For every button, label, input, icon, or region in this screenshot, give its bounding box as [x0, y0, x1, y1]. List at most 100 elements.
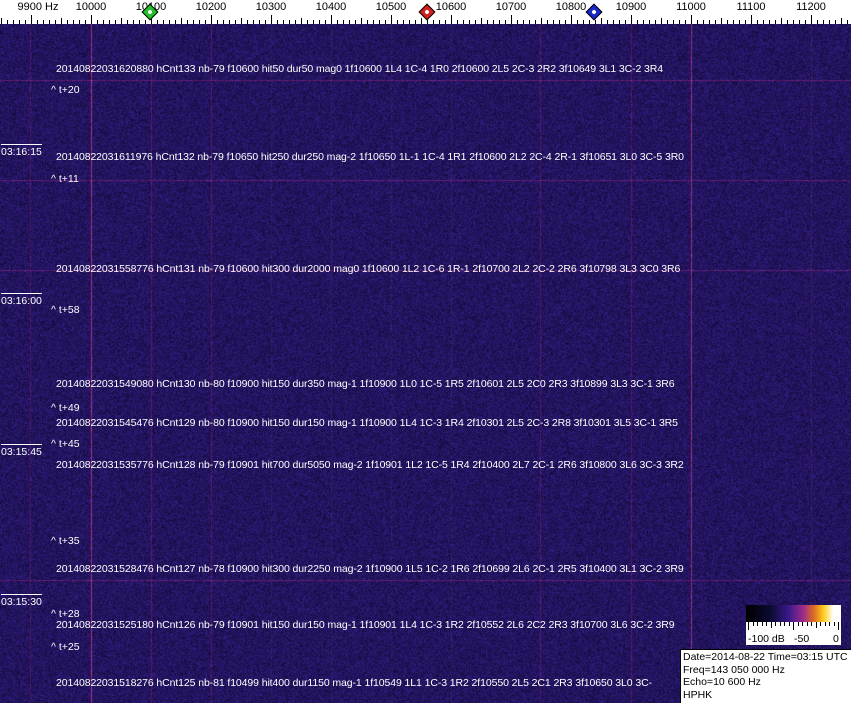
time-offset: ^ t+49	[51, 402, 80, 414]
color-scale-tick	[779, 622, 781, 626]
axis-tick	[157, 20, 158, 24]
event-line: 20140822031518276 hCnt125 nb-81 f10499 h…	[56, 677, 652, 689]
axis-tick-label: 10400	[315, 1, 347, 13]
axis-tick	[439, 20, 440, 24]
axis-tick	[649, 20, 650, 24]
axis-tick	[817, 20, 818, 24]
axis-tick	[823, 20, 824, 24]
axis-tick	[727, 20, 728, 24]
axis-tick	[445, 20, 446, 24]
axis-tick	[517, 20, 518, 24]
axis-tick	[331, 15, 332, 24]
color-scale-tick	[748, 622, 749, 630]
time-offset: ^ t+28	[51, 608, 80, 620]
axis-tick	[31, 15, 32, 24]
axis-tick	[397, 20, 398, 24]
axis-tick	[847, 20, 848, 24]
color-scale-tick	[829, 622, 830, 626]
color-scale-tick	[811, 622, 812, 626]
axis-tick	[133, 20, 134, 24]
color-scale-tick	[793, 622, 794, 630]
axis-tick	[241, 18, 242, 24]
axis-tick	[91, 15, 92, 24]
axis-tick	[247, 20, 248, 24]
axis-tick	[271, 15, 272, 24]
axis-tick	[589, 20, 590, 24]
axis-tick	[769, 20, 770, 24]
color-scale-tick	[770, 622, 772, 628]
axis-tick	[499, 20, 500, 24]
axis-tick	[751, 15, 752, 24]
axis-tick	[205, 20, 206, 24]
axis-tick	[121, 18, 122, 24]
color-scale-tick	[752, 622, 754, 626]
axis-tick-label: 10500	[375, 1, 407, 13]
axis-tick	[703, 20, 704, 24]
axis-tick	[289, 20, 290, 24]
axis-tick	[667, 20, 668, 24]
axis-tick	[643, 20, 644, 24]
axis-tick	[631, 15, 632, 24]
blue-marker-icon[interactable]	[585, 3, 603, 21]
color-scale-tick	[815, 622, 817, 628]
axis-tick	[463, 20, 464, 24]
axis-tick	[349, 20, 350, 24]
axis-tick	[379, 20, 380, 24]
axis-tick	[505, 20, 506, 24]
axis-tick	[259, 20, 260, 24]
axis-tick	[277, 20, 278, 24]
axis-tick-label: 10000	[75, 1, 107, 13]
axis-tick-label: 11200	[796, 1, 826, 13]
axis-tick	[787, 20, 788, 24]
time-label: 03:15:30	[1, 594, 42, 608]
axis-tick	[223, 20, 224, 24]
axis-tick	[19, 20, 20, 24]
axis-tick	[451, 15, 452, 24]
time-label: 03:15:45	[1, 444, 42, 458]
event-line: 20140822031549080 hCnt130 nb-80 f10900 h…	[56, 378, 675, 390]
event-line: 20140822031525180 hCnt126 nb-79 f10901 h…	[56, 619, 675, 631]
axis-tick	[835, 20, 836, 24]
axis-tick	[325, 20, 326, 24]
axis-tick	[811, 15, 812, 24]
color-scale-tick	[802, 622, 803, 626]
axis-tick	[715, 20, 716, 24]
axis-tick	[553, 20, 554, 24]
axis-tick	[211, 15, 212, 24]
info-freq: Freq=143 050 000 Hz	[683, 663, 785, 676]
axis-tick-label: 10800	[555, 1, 587, 13]
axis-tick	[37, 20, 38, 24]
color-scale-tick	[761, 622, 763, 626]
info-box: Date=2014-08-22 Time=03:15 UTC Freq=143 …	[680, 649, 851, 703]
axis-tick	[103, 20, 104, 24]
axis-tick	[175, 20, 176, 24]
axis-tick	[511, 15, 512, 24]
frequency-axis: 9900 Hz 10000101001020010300104001050010…	[0, 0, 851, 24]
axis-tick	[79, 20, 80, 24]
axis-tick	[829, 20, 830, 24]
axis-tick	[529, 20, 530, 24]
axis-tick	[739, 20, 740, 24]
axis-tick	[685, 20, 686, 24]
axis-tick	[127, 20, 128, 24]
axis-tick	[73, 20, 74, 24]
axis-tick-label: 10700	[495, 1, 527, 13]
axis-tick	[169, 20, 170, 24]
axis-tick	[1, 18, 2, 24]
axis-tick	[373, 20, 374, 24]
info-echo: Echo=10 600 Hz	[683, 676, 761, 688]
axis-tick	[115, 20, 116, 24]
axis-tick-label: 10600	[435, 1, 467, 13]
axis-tick	[763, 20, 764, 24]
axis-tick	[577, 20, 578, 24]
axis-tick	[55, 20, 56, 24]
axis-tick	[391, 15, 392, 24]
axis-tick	[85, 20, 86, 24]
color-scale-tick	[788, 622, 790, 626]
color-scale-tick	[806, 622, 808, 626]
axis-tick	[313, 20, 314, 24]
axis-tick	[139, 20, 140, 24]
axis-tick	[481, 18, 482, 24]
axis-tick	[487, 20, 488, 24]
event-line: 20140822031611976 hCnt132 nb-79 f10650 h…	[56, 151, 684, 163]
